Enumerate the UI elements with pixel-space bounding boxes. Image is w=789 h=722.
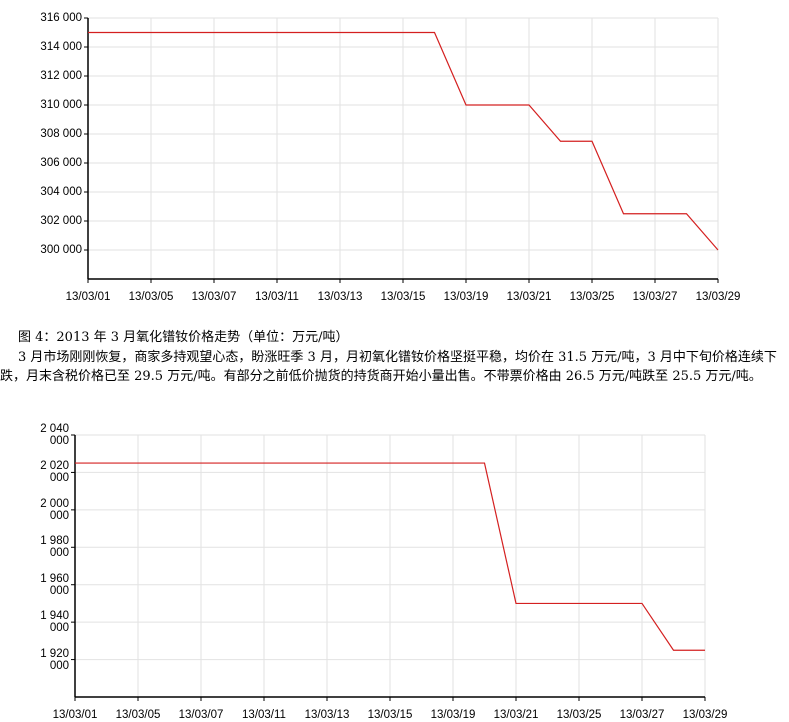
x-tick-label: 13/03/11 bbox=[242, 709, 286, 721]
y-tick-label: 1 960 000 bbox=[40, 572, 69, 597]
x-tick-label: 13/03/19 bbox=[443, 291, 489, 303]
x-tick-label: 13/03/25 bbox=[556, 709, 602, 721]
y-tick-label: 300 000 bbox=[40, 244, 82, 256]
y-tick-label: 310 000 bbox=[40, 99, 82, 111]
x-tick-label: 13/03/21 bbox=[493, 709, 539, 721]
y-tick-label: 2 020 000 bbox=[40, 460, 69, 485]
y-tick-label: 2 040 000 bbox=[40, 423, 69, 447]
x-tick-label: 13/03/21 bbox=[506, 291, 552, 303]
y-tick-label: 316 000 bbox=[40, 12, 82, 24]
x-tick-label: 13/03/07 bbox=[191, 291, 237, 303]
x-tick-label: 13/03/13 bbox=[317, 291, 363, 303]
x-tick-label: 13/03/27 bbox=[632, 291, 678, 303]
figure-caption: 图 4：2013 年 3 月氧化镨钕价格走势（单位：万元/吨） bbox=[18, 330, 349, 345]
y-tick-label: 304 000 bbox=[40, 186, 82, 198]
y-tick-label: 1 940 000 bbox=[40, 610, 69, 635]
y-tick-label: 2 000 000 bbox=[40, 497, 69, 522]
x-tick-label: 13/03/07 bbox=[178, 709, 224, 721]
y-tick-label: 1 920 000 bbox=[40, 647, 69, 672]
y-tick-label: 314 000 bbox=[40, 41, 82, 53]
paragraph: 3 月市场刚刚恢复，商家多持观望心态，盼涨旺季 3 月，月初氧化镨钕价格坚挺平稳… bbox=[0, 350, 777, 384]
price-line bbox=[75, 462, 705, 651]
x-tick-label: 13/03/25 bbox=[569, 291, 615, 303]
y-tick-label: 312 000 bbox=[40, 70, 82, 82]
x-tick-label: 13/03/15 bbox=[380, 291, 426, 303]
x-tick-label: 13/03/29 bbox=[682, 709, 728, 721]
x-tick-label: 13/03/05 bbox=[115, 709, 161, 721]
y-tick-label: 306 000 bbox=[40, 157, 82, 169]
x-tick-label: 13/03/19 bbox=[430, 709, 476, 721]
x-tick-label: 13/03/11 bbox=[255, 291, 299, 303]
price-line bbox=[88, 31, 719, 251]
x-tick-label: 13/03/13 bbox=[304, 709, 350, 721]
x-tick-label: 13/03/01 bbox=[52, 709, 98, 721]
x-tick-label: 13/03/29 bbox=[695, 291, 741, 303]
y-tick-label: 302 000 bbox=[40, 215, 82, 227]
x-tick-label: 13/03/01 bbox=[65, 291, 111, 303]
y-tick-label: 308 000 bbox=[40, 128, 82, 140]
x-tick-label: 13/03/27 bbox=[619, 709, 665, 721]
x-tick-label: 13/03/15 bbox=[367, 709, 413, 721]
x-tick-label: 13/03/05 bbox=[128, 291, 174, 303]
y-tick-label: 1 980 000 bbox=[40, 535, 69, 560]
